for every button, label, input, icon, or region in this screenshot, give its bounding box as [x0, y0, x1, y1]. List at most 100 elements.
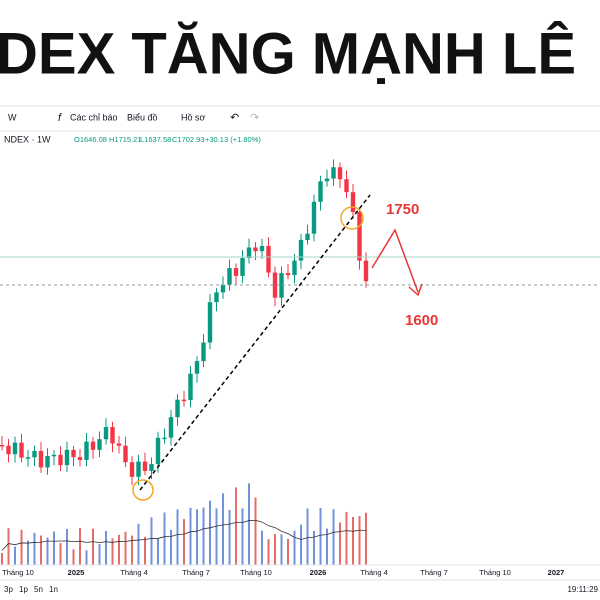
candle-body [181, 399, 187, 402]
volume-bar [40, 535, 42, 565]
volume-bar [222, 493, 224, 565]
volume-bar [118, 534, 120, 565]
candle-body [305, 233, 310, 241]
candle-body [129, 462, 135, 477]
volume-bar [144, 536, 146, 565]
candle-body [97, 439, 102, 450]
x-tick-label: Tháng 10 [240, 568, 272, 577]
candle-body [201, 342, 206, 362]
volume-bar [319, 508, 322, 565]
volume-bar [85, 550, 88, 565]
candle-body [90, 441, 96, 450]
volume-bar [300, 524, 302, 565]
volume-bar [332, 509, 335, 565]
candle-body [0, 445, 5, 447]
candle-body [136, 461, 141, 477]
volume-bar [189, 507, 192, 565]
volume-bar [66, 528, 68, 565]
range-button[interactable]: 3p [4, 585, 13, 594]
candle-body [298, 240, 304, 261]
indicators-button[interactable]: Các chỉ báo [70, 112, 118, 122]
volume-bar [215, 508, 218, 565]
volume-bar [176, 509, 179, 565]
volume-ma [1, 519, 367, 551]
candle-body [168, 417, 174, 438]
candle-body [71, 449, 76, 458]
volume-bar [267, 539, 270, 565]
fx-icon: f [58, 112, 62, 124]
candle-body [19, 442, 24, 458]
candle-body [77, 457, 83, 460]
volume-bar [14, 546, 16, 565]
volume-bar [157, 538, 159, 565]
candle-body [64, 449, 70, 466]
ohlc-open: O1646.08 [74, 135, 107, 144]
candle-body [175, 399, 180, 418]
range-button[interactable]: 1p [19, 585, 28, 594]
chart-type-button[interactable]: Biểu đồ [127, 112, 158, 122]
volume-bar [105, 531, 107, 565]
candle-body [285, 273, 291, 276]
undo-button[interactable]: ↶ [230, 112, 239, 124]
volume-bar [111, 538, 114, 565]
volume-bar [53, 531, 55, 565]
highlight-circle [340, 206, 364, 230]
volume-bar [33, 533, 36, 565]
ohlc-close: C1702.93 [172, 135, 205, 144]
candle-body [214, 292, 219, 303]
volume-bar [163, 512, 166, 565]
volume-bar [131, 535, 133, 565]
volume-bar [46, 537, 49, 565]
x-tick-label: Tháng 10 [479, 568, 511, 577]
volume-bar [1, 553, 3, 565]
candle-body [337, 167, 343, 180]
volume-bar [98, 544, 101, 565]
volume-bar [274, 534, 276, 565]
forecast-arrow [371, 228, 419, 293]
volume-bar [287, 538, 289, 565]
candle-body [155, 437, 161, 465]
range-button[interactable]: 5n [34, 585, 43, 594]
volume-bar [241, 508, 244, 565]
volume-bar [235, 487, 237, 565]
ohlc-high: H1715.21 [109, 135, 142, 144]
candle-body [363, 260, 369, 282]
headline: DEX TĂNG MẠNH LÊ [0, 21, 576, 86]
candle-body [123, 445, 128, 463]
volume-bar [170, 529, 172, 565]
symbol-label: NDEX · 1W [4, 134, 51, 144]
volume-bar [183, 519, 185, 565]
candle-body [58, 454, 63, 466]
candle-body [344, 179, 349, 193]
candle-body [116, 443, 122, 446]
footer: 3p 1p 5n 1n [4, 585, 58, 594]
volume-bar [339, 522, 341, 565]
candle-body [318, 181, 323, 202]
volume-bar [209, 500, 211, 565]
volume-bar [358, 515, 361, 565]
x-tick-label: 2027 [548, 568, 565, 577]
candle-body [253, 247, 258, 252]
volume-bar [196, 509, 198, 565]
volume-bar [72, 549, 75, 565]
volume-bar [261, 530, 263, 565]
candle-body [311, 201, 317, 234]
candle-body [233, 268, 239, 276]
redo-button[interactable]: ↷ [250, 112, 259, 124]
candle-body [45, 456, 50, 468]
candle-body [272, 272, 278, 298]
ohlc-change: +30.13 (+1.80%) [205, 135, 261, 144]
volume-bar [352, 517, 354, 565]
profile-button[interactable]: Hồ sơ [181, 112, 206, 122]
range-button[interactable]: 1n [49, 585, 58, 594]
candle-body [142, 461, 148, 471]
x-tick-label: 2026 [310, 568, 327, 577]
x-tick-label: 2025 [68, 568, 85, 577]
interval-button[interactable]: W [8, 112, 17, 122]
x-axis: Tháng 10 2025 Tháng 4 Tháng 7 Tháng 10 2026 Th… [2, 568, 564, 577]
volume-bar [7, 528, 10, 565]
volume-bar [92, 528, 94, 565]
volume-bar [365, 512, 367, 565]
price-pane [0, 159, 369, 565]
